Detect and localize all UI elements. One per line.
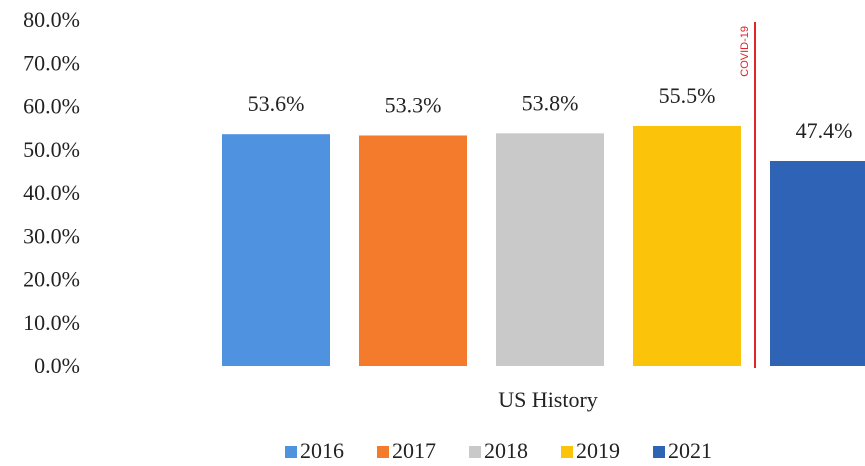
legend-label: 2019 bbox=[576, 438, 620, 463]
y-tick-label: 50.0% bbox=[23, 137, 80, 162]
data-label: 47.4% bbox=[796, 118, 853, 143]
legend-swatch bbox=[561, 446, 573, 458]
bar bbox=[359, 135, 467, 366]
legend-label: 2018 bbox=[484, 438, 528, 463]
y-tick-label: 30.0% bbox=[23, 223, 80, 248]
legend-label: 2021 bbox=[668, 438, 712, 463]
annotation: COVID-19 bbox=[739, 26, 751, 77]
legend-swatch bbox=[285, 446, 297, 458]
bar bbox=[770, 160, 865, 366]
legend-swatch bbox=[469, 446, 481, 458]
y-tick-label: 10.0% bbox=[23, 310, 80, 335]
bar bbox=[633, 125, 741, 367]
legend-swatch bbox=[653, 446, 665, 458]
y-tick-label: 0.0% bbox=[34, 353, 80, 378]
data-label: 55.5% bbox=[659, 83, 716, 108]
y-tick-label: 40.0% bbox=[23, 180, 80, 205]
legend-label: 2016 bbox=[300, 438, 344, 463]
y-tick-label: 60.0% bbox=[23, 94, 80, 119]
bar bbox=[496, 133, 604, 366]
y-tick-label: 70.0% bbox=[23, 50, 80, 75]
data-label: 53.6% bbox=[248, 91, 305, 116]
bar bbox=[222, 134, 330, 366]
category-label: US History bbox=[498, 387, 598, 412]
data-label: 53.3% bbox=[385, 93, 442, 118]
y-tick-label: 20.0% bbox=[23, 267, 80, 292]
y-tick-label: 80.0% bbox=[23, 7, 80, 32]
legend-swatch bbox=[377, 446, 389, 458]
legend-label: 2017 bbox=[392, 438, 436, 463]
data-label: 53.8% bbox=[522, 90, 579, 115]
